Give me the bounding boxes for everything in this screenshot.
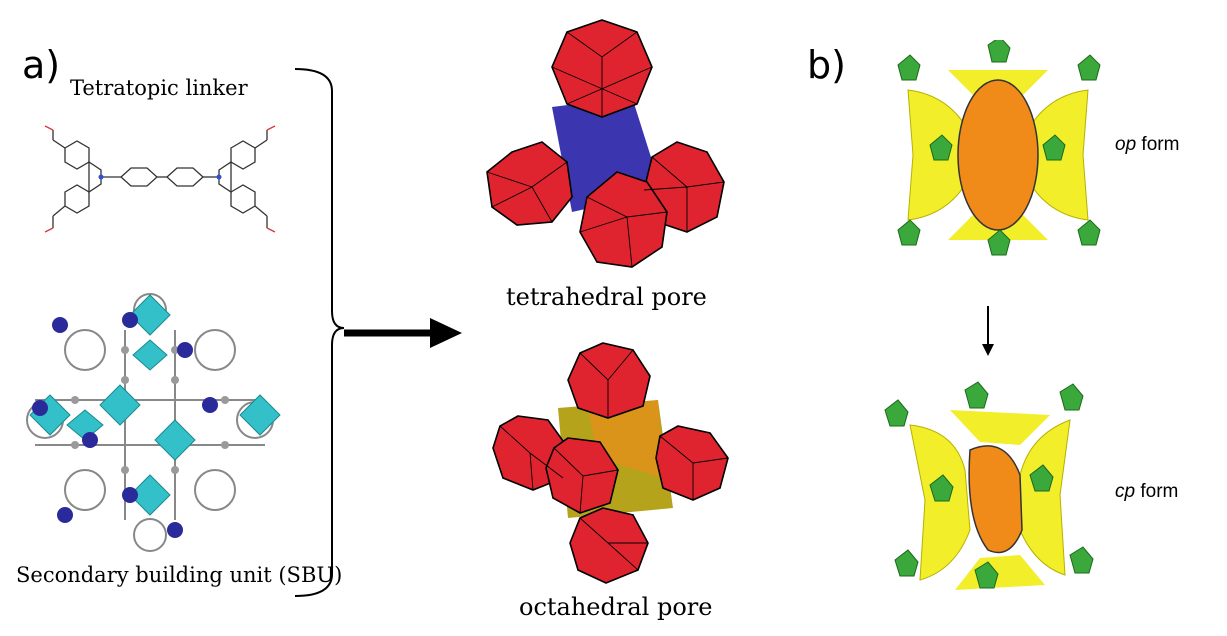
- arrow-right-icon: [344, 316, 464, 350]
- tetrahedral-pore-icon: [462, 12, 742, 274]
- grouping-brace: [290, 66, 470, 600]
- op-form-caption: op form: [1115, 134, 1180, 155]
- op-form-icon: [878, 40, 1118, 270]
- panel-b-label: b): [807, 43, 846, 87]
- sbu-framework-icon: [15, 290, 290, 560]
- panel-a-label: a): [22, 43, 61, 87]
- linker-molecule-icon: [35, 108, 285, 258]
- linker-caption: Tetratopic linker: [70, 76, 248, 100]
- octahedral-caption: octahedral pore: [519, 593, 713, 621]
- octahedral-pore-icon: [488, 338, 738, 588]
- sbu-caption: Secondary building unit (SBU): [16, 563, 343, 587]
- cp-form-caption: cp form: [1115, 481, 1179, 502]
- arrow-down-icon: [978, 306, 998, 358]
- tetrahedral-caption: tetrahedral pore: [506, 283, 707, 311]
- cp-form-icon: [870, 380, 1120, 620]
